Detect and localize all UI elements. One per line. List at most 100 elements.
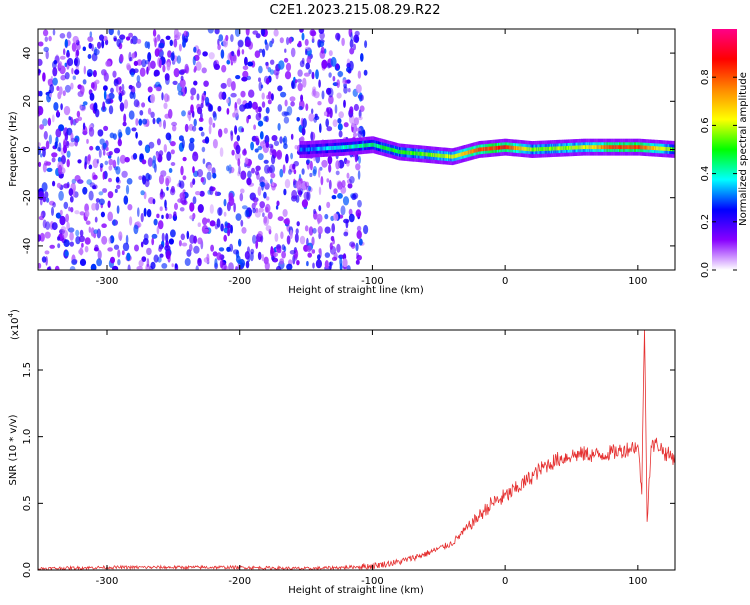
noise-cell [79,211,85,216]
noise-cell [57,243,61,249]
signal-cell [444,154,447,159]
noise-cell [257,186,262,197]
signal-cell [459,152,461,157]
signal-cell [622,145,624,150]
signal-cell [501,145,503,150]
noise-cell [84,203,89,213]
noise-cell [346,62,351,69]
noise-cell [233,202,236,213]
noise-cell [103,125,109,131]
noise-cell [326,126,333,132]
noise-cell [140,241,144,248]
noise-cell [79,247,83,256]
noise-cell [253,124,256,130]
noise-cell [44,36,48,42]
noise-cell [283,143,288,150]
noise-cell [105,60,112,67]
noise-cell [104,160,109,166]
signal-cell [414,151,416,156]
signal-cell [611,145,613,150]
signal-cell [568,145,570,150]
noise-cell [242,70,249,78]
noise-cell [277,216,284,222]
noise-cell [315,259,322,269]
noise-cell [179,192,186,200]
noise-cell [184,258,191,266]
signal-cell [314,147,316,151]
signal-cell [440,153,442,158]
signal-cell [616,145,619,150]
x-tick-label: 0 [502,276,508,287]
signal-cell [659,146,661,151]
signal-cell [443,154,445,158]
signal-cell [623,145,625,150]
noise-cell [131,127,137,132]
noise-cell [259,181,266,188]
noise-cell [346,79,351,84]
noise-cell [176,55,182,64]
signal-cell [362,143,364,148]
colorbar-tick-label: 0.2 [700,214,711,230]
noise-cell [312,166,317,175]
signal-cell [593,145,595,150]
signal-cell [544,147,546,151]
noise-cell [207,164,213,172]
noise-cell [93,48,100,56]
signal-cell [406,150,408,155]
noise-cell [228,262,234,270]
noise-cell [217,207,223,216]
noise-cell [87,54,92,59]
noise-cell [333,252,338,261]
noise-cell [193,68,197,73]
noise-cell [326,62,331,69]
noise-cell [263,216,268,224]
noise-cell [99,163,104,168]
snr-multiplier-base: (x10 [10,317,21,340]
noise-cell [294,79,298,84]
noise-cell [196,93,200,101]
signal-cell [401,150,403,155]
noise-cell [92,70,97,78]
noise-cell [271,154,276,165]
noise-cell [78,235,85,243]
noise-cell [220,49,225,59]
noise-cell [241,76,248,82]
signal-cell [518,146,520,151]
signal-cell [632,145,634,150]
signal-cell [432,153,434,157]
noise-cell [333,213,339,221]
colorbar-label: Normalized spectral amplitude [738,72,749,226]
noise-cell [349,241,356,247]
noise-cell [202,228,209,233]
noise-cell [133,68,139,73]
signal-cell [597,145,599,150]
noise-cell [304,225,309,232]
noise-cell [146,247,152,256]
noise-cell [150,111,155,119]
signal-cell [554,146,556,151]
noise-cell [225,34,229,42]
signal-cell [473,148,475,153]
signal-cell [300,147,302,152]
noise-cell [318,186,322,196]
noise-cell [59,55,66,60]
noise-cell [159,206,163,212]
noise-cell [344,159,351,164]
signal-cell [437,153,439,158]
noise-cell [45,140,50,150]
noise-cell [273,69,280,76]
noise-cell [133,91,136,100]
snr-multiplier-close: ) [10,309,21,313]
noise-cell [257,251,262,261]
noise-cell [189,181,194,188]
noise-cell [56,182,62,189]
noise-cell [255,165,261,171]
noise-cell [69,241,75,247]
noise-cell [241,49,245,55]
spectrogram-cells [38,29,675,270]
noise-cell [317,226,323,235]
noise-cell [326,201,331,209]
noise-cell [165,35,171,40]
spectrogram-x-label: Height of straight line (km) [288,285,424,296]
noise-cell [171,263,174,268]
